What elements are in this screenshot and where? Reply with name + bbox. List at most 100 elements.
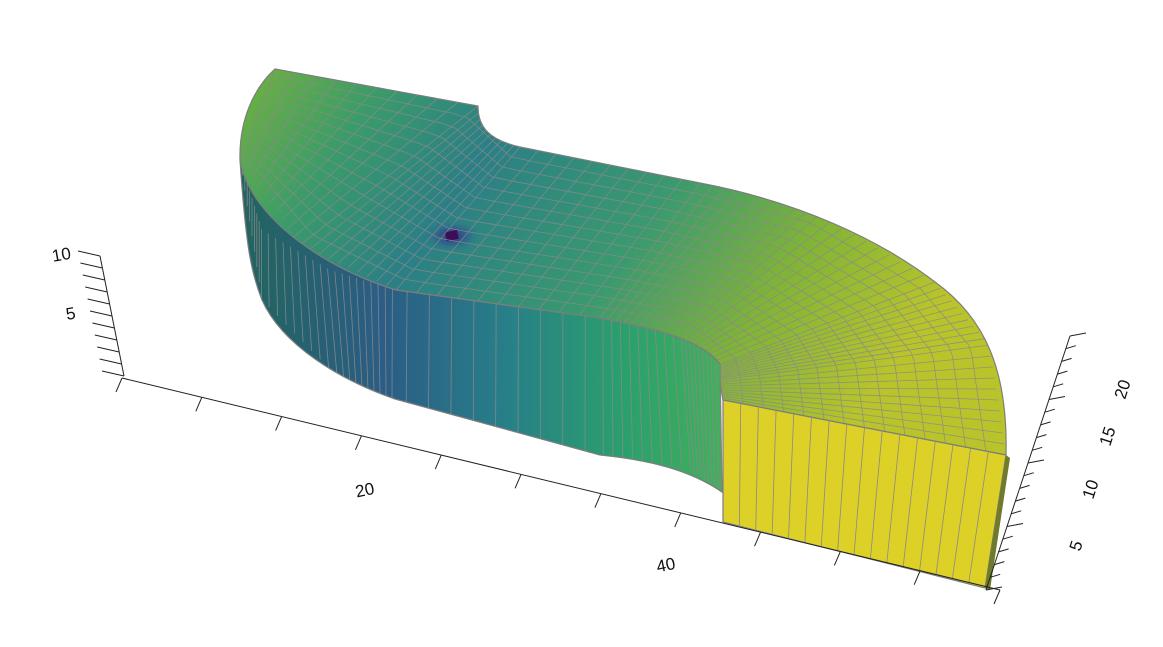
x-axis-tick — [913, 570, 921, 585]
y-axis-tick — [1006, 523, 1024, 527]
x-tick-label: 40 — [655, 554, 677, 577]
mesh-grid-line — [327, 268, 338, 378]
mesh-grid-line — [377, 284, 381, 394]
mesh-grid-line — [771, 410, 777, 535]
x-axis-tick — [514, 474, 522, 489]
y-axis-tick — [1015, 497, 1026, 502]
mesh-grid-line — [297, 251, 304, 343]
mesh-grid-line — [495, 303, 497, 427]
x-axis-tick — [195, 397, 203, 412]
mesh-end-face — [722, 399, 1010, 590]
z-axis-tick — [85, 286, 108, 293]
mesh-grid-line — [249, 133, 805, 416]
mesh-grid-line — [886, 434, 901, 564]
mesh-grid-line — [262, 101, 906, 436]
mesh-grid-line — [853, 427, 865, 556]
mesh-grid-line — [968, 451, 989, 584]
mesh-grid-line — [672, 330, 683, 469]
y-tick-label: 10 — [1079, 477, 1103, 501]
mesh-grid-line — [269, 81, 966, 448]
mesh-grid-line — [788, 413, 795, 539]
x-axis-tick — [434, 454, 442, 470]
mesh-grid-line — [282, 242, 287, 325]
mesh-grid-line — [710, 357, 716, 488]
y-axis-tick — [1053, 383, 1064, 388]
z-axis-tick — [101, 370, 125, 377]
mesh-grid-line — [715, 360, 719, 490]
mesh-grid-line — [693, 343, 702, 478]
y-axis-tick — [1002, 535, 1013, 540]
z-tick-label: 5 — [64, 304, 77, 324]
mesh-grid-line — [628, 323, 634, 461]
z-axis-tick — [80, 262, 103, 269]
mesh-grid-line — [312, 259, 321, 360]
mesh-grid-line — [902, 437, 918, 568]
y-axis-tick — [1048, 396, 1066, 400]
x-axis-tick — [674, 512, 682, 528]
x-axis-tick — [594, 493, 602, 508]
mesh-grid-line — [244, 146, 764, 408]
mesh-grid-line — [254, 120, 845, 424]
y-axis-tick — [998, 548, 1009, 553]
x-tick-label: 20 — [354, 479, 376, 502]
y-axis-tick — [1069, 332, 1087, 337]
mesh-grid-line — [370, 282, 375, 392]
x-axis-tick — [354, 435, 362, 451]
x-axis-tick — [833, 551, 841, 566]
mesh-grid-line — [619, 321, 624, 459]
y-axis-tick — [1027, 459, 1045, 464]
z-axis-tick — [94, 334, 117, 341]
z-axis-tick — [87, 298, 110, 305]
mesh-grid-line — [395, 146, 521, 291]
mesh-grid-line — [680, 332, 691, 471]
mesh-grid-line — [755, 406, 759, 531]
y-axis-tick — [1057, 370, 1068, 375]
mesh-grid-line — [356, 277, 363, 388]
z-tick-label: 10 — [50, 244, 72, 266]
y-axis-tick — [1040, 421, 1051, 426]
z-axis-tick — [92, 322, 115, 329]
mesh-grid-line — [646, 326, 653, 464]
y-axis-tick — [1019, 484, 1030, 489]
mesh-grid-line — [267, 233, 270, 308]
y-axis-tick — [1061, 357, 1072, 362]
mesh-grid-line — [804, 417, 812, 543]
mesh-grid-line — [697, 346, 705, 481]
mesh-top-surface — [239, 68, 1007, 456]
mesh-grid-line — [272, 75, 987, 452]
mesh-front-wall — [239, 159, 723, 494]
z-axis-tick — [99, 358, 122, 365]
z-axis-tick — [89, 310, 113, 317]
mesh-grid-line — [919, 441, 936, 572]
mesh-grid-line — [654, 327, 663, 466]
mesh-grid-line — [951, 448, 972, 580]
mesh-grid-line — [663, 329, 673, 468]
mesh-grid-line — [267, 88, 946, 444]
mesh-grid-line — [706, 353, 712, 485]
mesh-grid-line — [341, 273, 351, 384]
mesh-grid-line — [334, 271, 345, 382]
mesh-grid-line — [684, 336, 695, 473]
mesh-grid-line — [679, 213, 821, 333]
y-axis-tick — [1036, 434, 1047, 439]
y-axis-tick — [990, 573, 1001, 578]
mesh-grid-line — [304, 255, 313, 351]
y-tick-label: 5 — [1066, 538, 1087, 553]
y-tick-label: 20 — [1111, 377, 1135, 401]
y-axis-tick — [994, 561, 1005, 566]
mesh-grid-line — [252, 127, 825, 420]
mesh-grid-line — [837, 424, 848, 551]
x-axis: 20 40 — [115, 377, 1001, 605]
mesh-grid-line — [702, 350, 709, 483]
mesh-grid-line — [820, 420, 830, 547]
x-axis-tick — [275, 416, 283, 431]
mesh-grid-line — [348, 275, 357, 386]
mesh-grid-line — [472, 300, 475, 421]
mesh-grid-line — [450, 297, 453, 415]
mesh-grid-line — [738, 403, 742, 527]
x-axis-tick — [754, 531, 762, 547]
mesh-grid-line — [264, 94, 926, 440]
mesh-grid-line — [689, 339, 698, 476]
mesh-grid-line — [405, 291, 408, 403]
